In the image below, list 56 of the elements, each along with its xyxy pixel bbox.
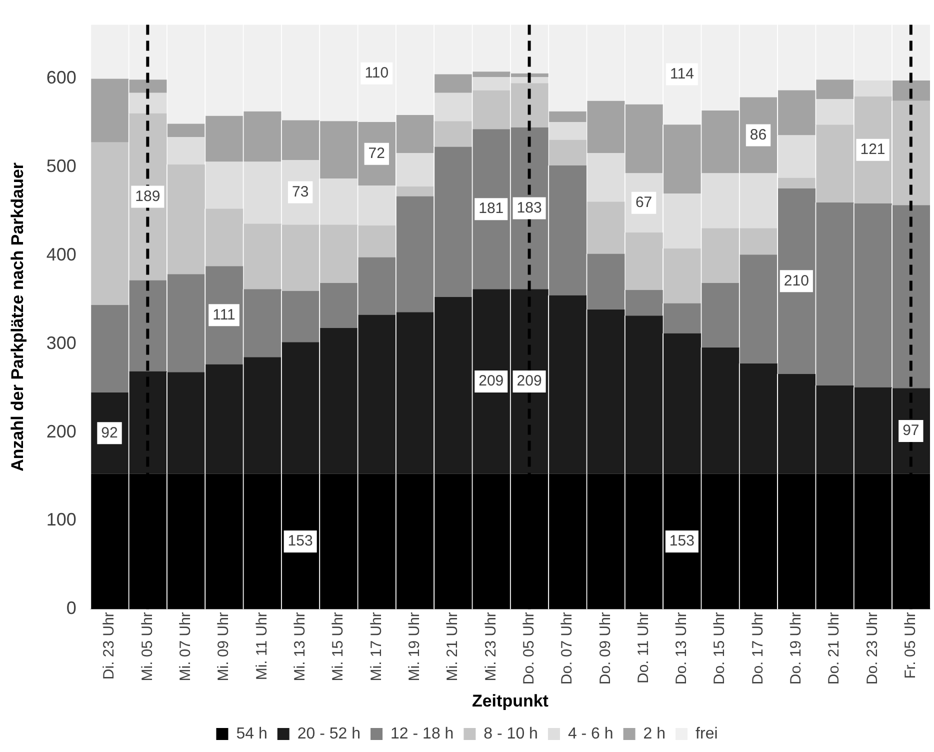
data-label: 110 [364,64,389,82]
legend-label: 12 - 18 h [390,725,454,742]
data-label: 183 [516,199,542,216]
legend-label: 20 - 52 h [297,725,361,742]
x-tick-label: Do. 15 Uhr [711,612,728,685]
x-tick-label: Do. 09 Uhr [596,612,614,685]
x-tick-label: Mi. 23 Uhr [482,612,500,682]
x-tick-label: Do. 23 Uhr [864,612,881,685]
data-label: 153 [669,532,694,550]
x-tick-label: Mi. 19 Uhr [406,612,423,682]
legend-label: 2 h [643,725,666,742]
x-tick-label: Do. 17 Uhr [749,612,766,685]
x-tick-label: Fr. 05 Uhr [902,612,920,679]
x-tick-label: Di. 23 Uhr [100,612,118,680]
x-tick-label: Mi. 11 Uhr [253,612,270,680]
data-label: 86 [750,126,767,144]
x-tick-label: Mi. 09 Uhr [215,612,232,682]
y-tick-label: 500 [46,156,76,176]
x-tick-label: Mi. 15 Uhr [330,612,347,682]
data-label: 189 [135,188,160,205]
x-tick-label: Mi. 13 Uhr [291,612,308,682]
y-tick-label: 0 [66,598,76,618]
data-label: 73 [292,183,309,200]
legend-label: frei [696,725,718,742]
y-tick-label: 600 [46,68,76,88]
data-label: 72 [368,144,385,162]
x-tick-label: Do. 05 Uhr [520,612,538,685]
x-tick-label: Do. 11 Uhr [634,612,652,684]
x-tick-label: Mi. 17 Uhr [368,612,385,682]
data-label: 209 [478,372,504,390]
data-label: 114 [670,65,694,82]
x-tick-label: Do. 13 Uhr [673,612,690,685]
x-tick-label: Do. 21 Uhr [826,612,843,685]
y-tick-label: 400 [46,244,76,264]
y-tick-label: 100 [46,510,76,530]
legend-label: 54 h [236,725,268,742]
data-label: 121 [860,141,886,158]
data-label: 153 [288,532,313,550]
y-axis-title: Anzahl der Parkplätze nach Parkdauer [8,162,27,472]
data-label: 181 [478,200,504,218]
x-tick-label: Mi. 07 Uhr [176,612,194,682]
data-label: 209 [516,372,542,390]
legend-label: 8 - 10 h [484,725,538,742]
x-tick-label: Do. 07 Uhr [558,612,576,685]
x-axis-title: Zeitpunkt [472,691,549,710]
x-tick-label: Mi. 05 Uhr [138,612,156,682]
y-tick-label: 300 [46,332,76,353]
y-tick-label: 200 [46,421,76,442]
data-label: 97 [902,422,920,440]
data-label: 210 [784,272,809,290]
data-label: 67 [635,194,652,212]
legend-label: 4 - 6 h [568,725,614,742]
x-tick-label: Do. 19 Uhr [788,612,805,685]
x-tick-label: Mi. 21 Uhr [444,612,462,682]
data-label: 92 [101,424,118,442]
data-label: 111 [212,306,236,324]
